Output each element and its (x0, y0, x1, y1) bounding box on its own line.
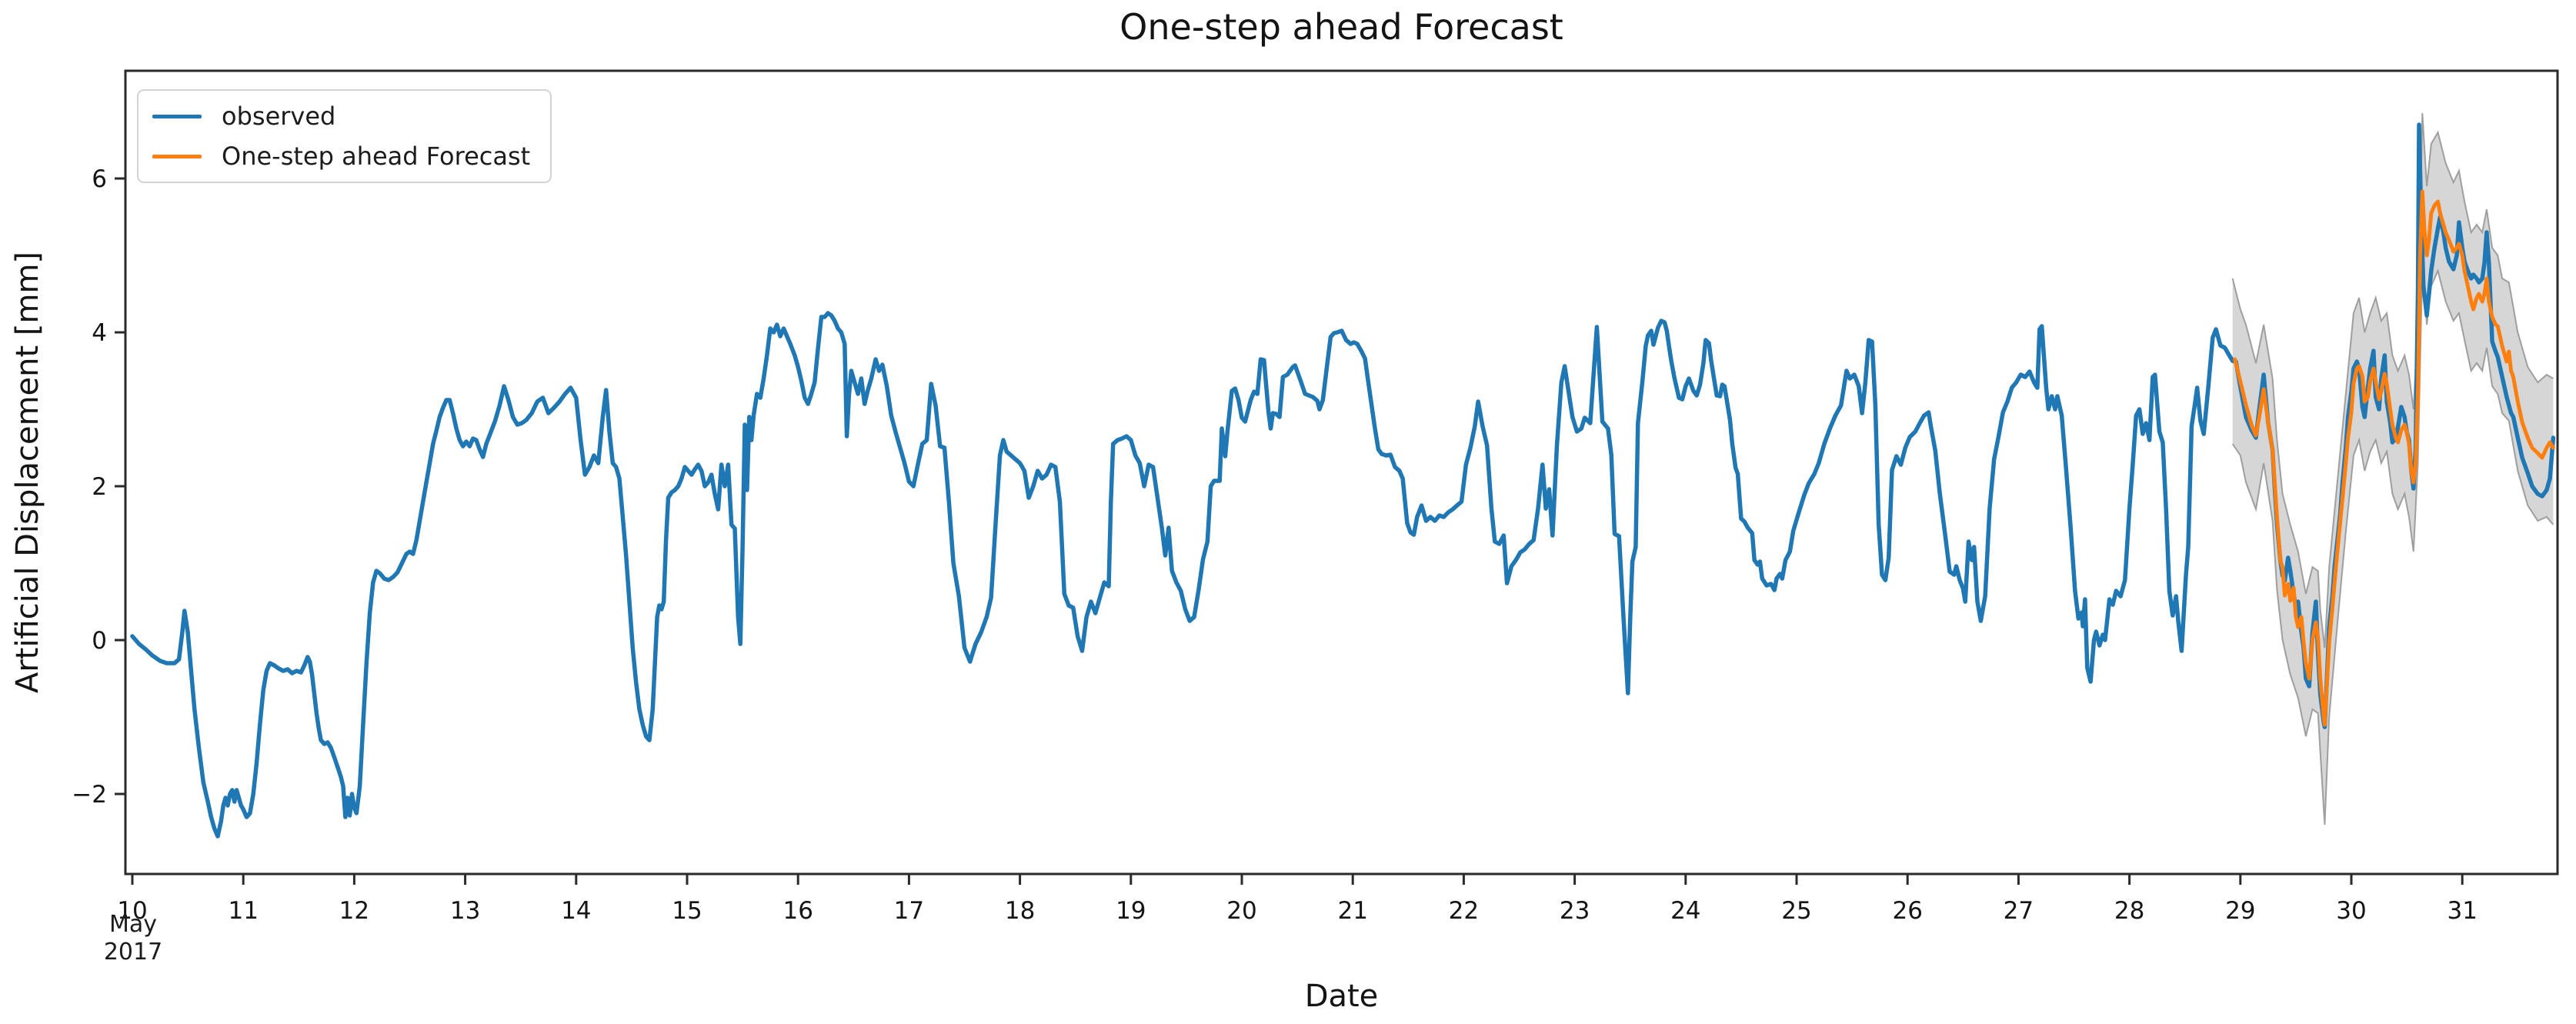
forecast-line-icon (152, 154, 202, 158)
x-tick-label: 31 (2447, 897, 2477, 925)
x-tick-label: 28 (2114, 897, 2144, 925)
y-tick-label: 0 (92, 627, 107, 655)
confidence-band-upper-edge (2231, 112, 2554, 649)
x-tick-label: 14 (561, 897, 591, 925)
y-tick-label: 6 (92, 165, 107, 193)
x-tick-label: 22 (1449, 897, 1479, 925)
forecast-series-line (2233, 189, 2555, 727)
x-tick-label: 12 (339, 897, 369, 925)
x-axis-label: Date (1304, 979, 1379, 1014)
x-tick-label: 20 (1226, 897, 1256, 925)
x-tick-label: 19 (1116, 897, 1146, 925)
x-tick-label: 16 (782, 897, 813, 925)
x-tick-label: 25 (1781, 897, 1811, 925)
legend-item-forecast: One-step ahead Forecast (152, 142, 530, 171)
offset-year: 2017 (103, 939, 163, 966)
x-tick-label: 29 (2225, 897, 2255, 925)
legend: observed One-step ahead Forecast (137, 89, 552, 183)
chart-title: One-step ahead Forecast (1119, 6, 1563, 48)
offset-month: May (108, 911, 158, 938)
x-tick-label: 15 (672, 897, 702, 925)
x-tick-label: 26 (1892, 897, 1922, 925)
x-axis-offset-label: May 2017 (91, 911, 175, 966)
x-tick-label: 10 (117, 897, 147, 925)
y-tick-label: 2 (92, 473, 107, 501)
observed-line-icon (152, 114, 202, 118)
legend-label: One-step ahead Forecast (222, 142, 531, 171)
x-tick-label: 27 (2004, 897, 2034, 925)
x-tick-label: 11 (228, 897, 258, 925)
x-tick-label: 23 (1560, 897, 1590, 925)
x-tick-label: 21 (1337, 897, 1367, 925)
confidence-band-lower-edge (2231, 266, 2554, 826)
legend-item-observed: observed (152, 102, 530, 131)
legend-label: observed (222, 102, 336, 131)
plot-border (124, 69, 2559, 876)
x-tick-label: 13 (450, 897, 480, 925)
y-tick-label: −2 (72, 781, 107, 809)
x-tick-label: 18 (1005, 897, 1035, 925)
y-axis-label: Artificial Displacement [mm] (10, 251, 45, 694)
x-tick-label: 30 (2336, 897, 2366, 925)
observed-series-line (130, 122, 2556, 839)
x-tick-label: 24 (1670, 897, 1700, 925)
y-tick-label: 4 (92, 319, 107, 347)
x-tick-label: 17 (894, 897, 924, 925)
